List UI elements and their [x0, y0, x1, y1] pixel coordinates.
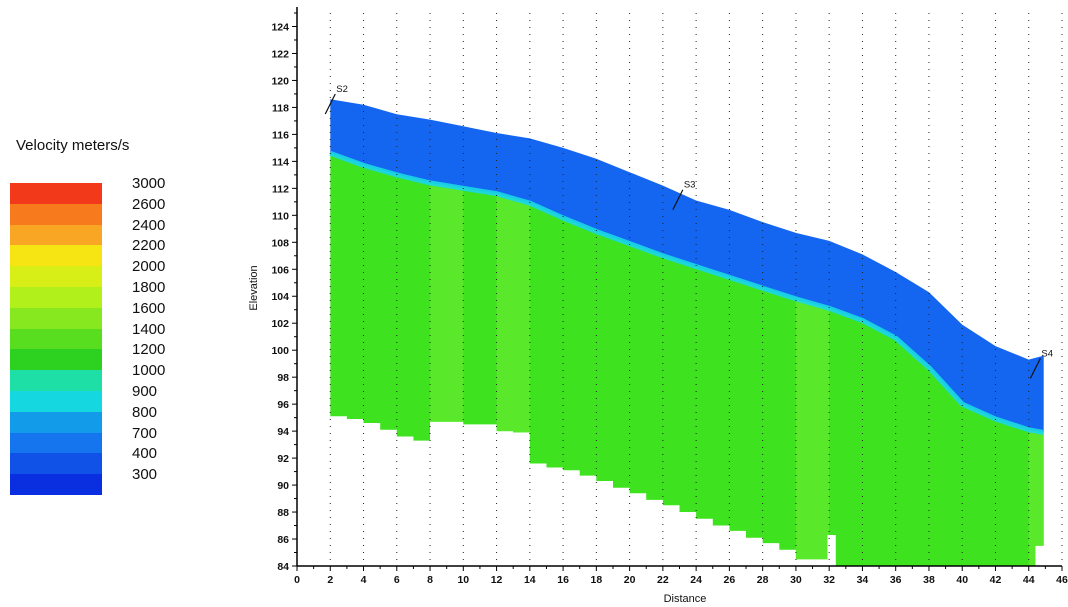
- transition-zone: [329, 150, 1045, 435]
- station-label: S4: [1041, 348, 1053, 359]
- x-tick-label: 26: [724, 574, 736, 586]
- legend-label-300: 300: [132, 466, 158, 484]
- legend-label-1600: 1600: [132, 299, 166, 317]
- legend-label-1800: 1800: [132, 279, 166, 296]
- legend-label-2000: 2000: [132, 258, 166, 276]
- x-tick-label: 18: [591, 574, 603, 586]
- y-tick-label: 108: [271, 237, 289, 249]
- y-tick-label: 92: [277, 453, 289, 465]
- x-tick-label: 30: [790, 574, 802, 586]
- y-tick-label: 124: [271, 21, 289, 33]
- legend-swatch-2000: [10, 266, 102, 288]
- legend-swatch-2200: [10, 245, 102, 267]
- legend: Velocity meters/s 3000 2600 2400 2200 2000 18…: [0, 0, 250, 607]
- y-tick-label: 114: [272, 156, 289, 168]
- legend-label-400: 400: [132, 445, 158, 463]
- y-tick-label: 112: [272, 183, 289, 195]
- x-tick-label: 14: [524, 574, 536, 586]
- legend-swatch-900: [10, 391, 102, 412]
- y-tick-label: 100: [271, 345, 289, 357]
- legend-swatch-700: [10, 432, 102, 454]
- station-mark: [1029, 358, 1041, 379]
- legend-label-1400: 1400: [132, 320, 166, 338]
- station-label: S3: [684, 180, 696, 191]
- y-tick-label: 98: [277, 372, 289, 384]
- x-tick-label: 0: [294, 574, 300, 586]
- x-tick-label: 6: [394, 574, 400, 586]
- legend-label-1000: 1000: [132, 362, 166, 380]
- legend-swatch-1000: [10, 370, 102, 392]
- legend-swatch-3000: [10, 183, 102, 204]
- legend-label-800: 800: [132, 403, 158, 421]
- x-tick-label: 34: [857, 574, 869, 586]
- legend-label-3000: 3000: [132, 175, 166, 192]
- y-tick-label: 122: [271, 48, 289, 60]
- legend-label-2600: 2600: [132, 195, 166, 213]
- y-tick-label: 118: [272, 102, 289, 114]
- low-velocity-layer: [330, 99, 1044, 433]
- y-tick-label: 116: [272, 129, 289, 141]
- legend-swatch-1600: [10, 307, 102, 329]
- legend-label-900: 900: [132, 383, 158, 400]
- x-tick-label: 46: [1056, 574, 1068, 586]
- y-tick-label: 106: [271, 264, 289, 276]
- legend-swatch-1800: [10, 287, 102, 308]
- velocity-band: [1028, 153, 1044, 566]
- legend-swatch-1200: [10, 349, 102, 371]
- legend-swatch-2400: [10, 224, 102, 246]
- y-tick-label: 110: [272, 210, 289, 222]
- x-tick-label: 12: [491, 574, 503, 586]
- y-tick-label: 96: [277, 399, 289, 411]
- x-tick-label: 10: [457, 574, 469, 586]
- legend-label-2400: 2400: [132, 216, 166, 234]
- x-tick-label: 16: [557, 574, 569, 586]
- station-label: S2: [336, 84, 348, 95]
- legend-swatch-1400: [10, 328, 102, 350]
- velocity-band: [496, 153, 530, 566]
- legend-swatch-400: [10, 453, 102, 475]
- y-tick-label: 104: [271, 291, 289, 303]
- legend-label-1200: 1200: [132, 341, 166, 359]
- axes: 0 2 4 6 8 10 12 14 16 18 20 22 24 26 28 30 32 34 36 38 40 42 4…: [271, 7, 1068, 586]
- velocity-band: [430, 153, 464, 566]
- x-tick-label: 22: [657, 574, 669, 586]
- y-tick-label: 94: [277, 426, 289, 438]
- x-tick-label: 40: [956, 574, 968, 586]
- velocity-fill: [329, 99, 1045, 567]
- x-tick-label: 24: [690, 574, 702, 586]
- y-axis-label: Elevation: [248, 265, 260, 310]
- y-tick-label: 102: [271, 318, 289, 330]
- x-axis-label: Distance: [664, 593, 707, 605]
- x-tick-label: 36: [890, 574, 902, 586]
- x-tick-label: 28: [757, 574, 769, 586]
- legend-label-2200: 2200: [132, 237, 166, 255]
- x-tick-label: 38: [923, 574, 935, 586]
- y-tick-label: 90: [277, 480, 289, 492]
- station-markers: S2 S3 S4: [324, 84, 1053, 379]
- legend-label-700: 700: [132, 424, 158, 442]
- y-tick-label: 88: [277, 507, 289, 519]
- station-mark: [672, 189, 684, 211]
- x-tick-label: 20: [624, 574, 636, 586]
- x-tick-label: 4: [361, 574, 367, 586]
- station-mark: [324, 93, 336, 115]
- legend-swatch-300: [10, 474, 102, 496]
- legend-swatch-2600: [10, 203, 102, 225]
- x-tick-label: 44: [1023, 574, 1035, 586]
- legend-swatch-800: [10, 411, 102, 433]
- legend-title: Velocity meters/s: [16, 137, 130, 154]
- x-tick-label: 8: [427, 574, 433, 586]
- y-tick-label: 84: [277, 561, 289, 573]
- x-tick-label: 42: [990, 574, 1002, 586]
- x-tick-label: 2: [327, 574, 333, 586]
- x-tick-label: 32: [823, 574, 835, 586]
- y-tick-label: 120: [271, 75, 289, 87]
- y-tick-label: 86: [277, 534, 289, 546]
